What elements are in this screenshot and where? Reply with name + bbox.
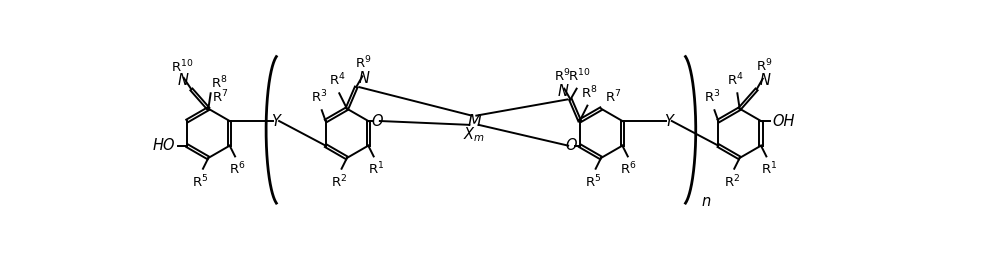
Text: R$^9$: R$^9$ <box>756 58 773 74</box>
Text: Y: Y <box>664 114 673 129</box>
Text: R$^4$: R$^4$ <box>727 72 744 89</box>
Text: R$^1$: R$^1$ <box>368 161 384 178</box>
Text: R$^5$: R$^5$ <box>192 173 209 190</box>
Text: R$^5$: R$^5$ <box>585 173 602 190</box>
Text: HO: HO <box>153 138 175 153</box>
Text: R$^7$: R$^7$ <box>605 88 621 105</box>
Text: R$^8$: R$^8$ <box>581 84 598 101</box>
Text: Y: Y <box>272 114 280 129</box>
Text: R$^3$: R$^3$ <box>704 89 720 106</box>
Text: R$^3$: R$^3$ <box>311 89 328 106</box>
Text: R$^9$: R$^9$ <box>355 55 371 72</box>
Text: R$^8$: R$^8$ <box>211 74 228 91</box>
Text: R$^2$: R$^2$ <box>331 173 347 190</box>
Text: R$^{10}$: R$^{10}$ <box>568 67 591 84</box>
Text: N: N <box>759 73 770 88</box>
Text: R$^2$: R$^2$ <box>724 173 740 190</box>
Text: N: N <box>358 71 370 86</box>
Text: R$^9$: R$^9$ <box>554 67 571 84</box>
Text: N: N <box>178 73 189 88</box>
Text: R$^7$: R$^7$ <box>212 88 229 105</box>
Text: N: N <box>557 84 568 99</box>
Text: O: O <box>565 138 577 153</box>
Text: O: O <box>371 114 383 129</box>
Text: R$^{10}$: R$^{10}$ <box>171 58 193 75</box>
Text: R$^6$: R$^6$ <box>620 161 637 178</box>
Text: R$^1$: R$^1$ <box>761 161 777 178</box>
Text: R$^6$: R$^6$ <box>229 161 246 178</box>
Text: OH: OH <box>773 114 795 129</box>
Text: R$^4$: R$^4$ <box>329 72 345 89</box>
Text: M: M <box>467 114 481 129</box>
Text: n: n <box>701 194 710 209</box>
Text: X$_m$: X$_m$ <box>463 125 485 144</box>
